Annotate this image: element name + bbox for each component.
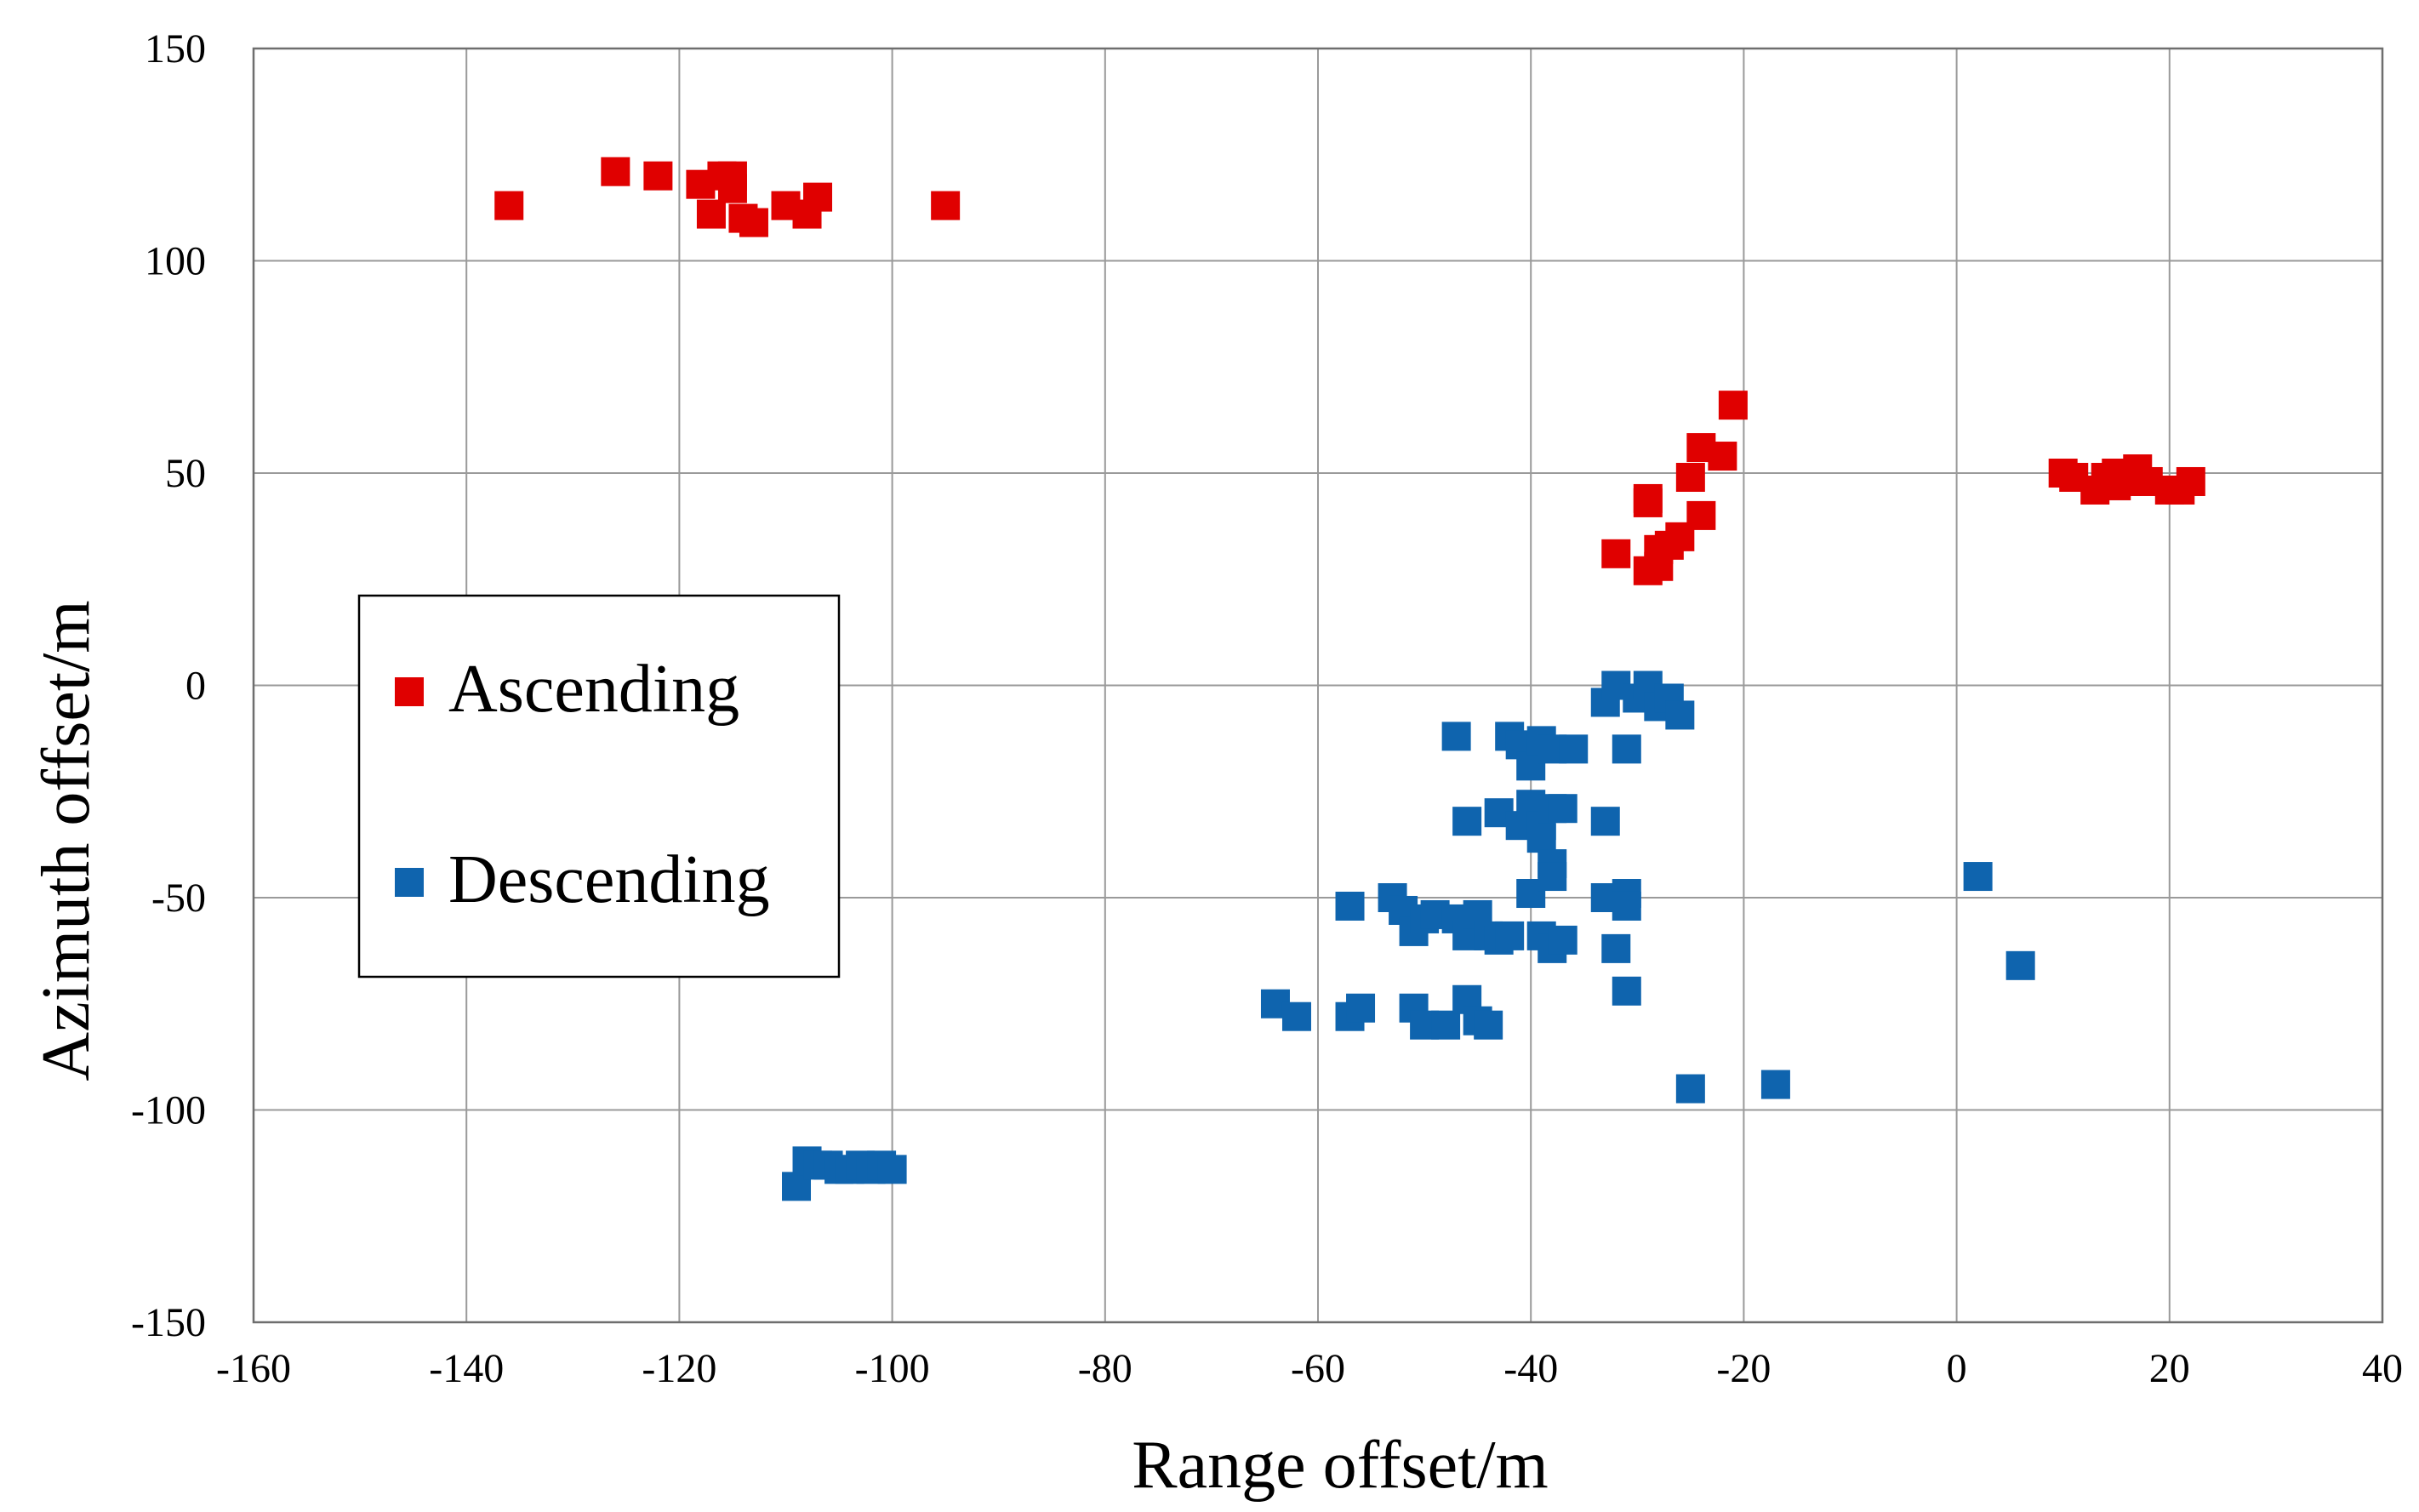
legend-marker-descending bbox=[395, 868, 424, 897]
data-point-descending bbox=[877, 1155, 907, 1184]
y-tick-label: 0 bbox=[185, 664, 206, 709]
x-tick-label: 0 bbox=[1947, 1346, 1967, 1391]
data-point-descending bbox=[1760, 1070, 1790, 1099]
data-point-ascending bbox=[803, 182, 833, 212]
x-tick-label: -80 bbox=[1078, 1346, 1132, 1391]
x-tick-label: 20 bbox=[2149, 1346, 2190, 1391]
data-points bbox=[494, 157, 2205, 1201]
data-point-ascending bbox=[739, 208, 768, 237]
data-point-descending bbox=[1526, 824, 1556, 853]
data-point-ascending bbox=[1601, 539, 1631, 568]
x-tick-label: 40 bbox=[2362, 1346, 2403, 1391]
data-point-descending bbox=[1548, 794, 1577, 824]
x-tick-label: -140 bbox=[429, 1346, 504, 1391]
data-point-descending bbox=[1612, 891, 1641, 921]
data-point-descending bbox=[1612, 734, 1641, 764]
y-tick-labels: -150 -100 -50 0 50 100 150 bbox=[131, 26, 206, 1345]
x-tick-label: -60 bbox=[1291, 1346, 1345, 1391]
data-point-descending bbox=[2005, 950, 2035, 980]
data-point-ascending bbox=[1718, 391, 1748, 420]
data-point-descending bbox=[1601, 933, 1631, 963]
y-tick-label: -50 bbox=[151, 876, 206, 921]
data-point-descending bbox=[1441, 722, 1471, 751]
legend-box bbox=[357, 594, 841, 979]
x-tick-label: -20 bbox=[1716, 1346, 1771, 1391]
x-tick-labels: -160 -140 -120 -100 -80 -60 -40 -20 0 20 40 bbox=[216, 1346, 2403, 1391]
legend-label-descending: Descending bbox=[448, 842, 770, 917]
data-point-descending bbox=[1495, 921, 1525, 950]
data-point-descending bbox=[1335, 891, 1365, 921]
series-ascending bbox=[494, 157, 2205, 585]
data-point-descending bbox=[1548, 925, 1577, 955]
data-point-ascending bbox=[2176, 466, 2205, 496]
data-point-ascending bbox=[1633, 488, 1663, 517]
plot-area-frame bbox=[252, 47, 2384, 1324]
data-point-descending bbox=[1559, 734, 1589, 764]
y-tick-label: -100 bbox=[131, 1088, 206, 1133]
data-point-descending bbox=[1963, 862, 1993, 892]
y-tick-label: 150 bbox=[145, 26, 206, 71]
x-axis-title: Range offset/m bbox=[1132, 1428, 1549, 1503]
x-tick-label: -120 bbox=[642, 1346, 716, 1391]
data-point-descending bbox=[1452, 807, 1482, 836]
data-point-descending bbox=[1675, 1074, 1705, 1104]
legend-marker-ascending bbox=[395, 677, 424, 706]
data-point-ascending bbox=[696, 199, 726, 229]
legend: Ascending Descending bbox=[357, 594, 841, 979]
data-point-descending bbox=[1590, 807, 1620, 836]
data-point-ascending bbox=[601, 157, 630, 186]
y-tick-label: -150 bbox=[131, 1300, 206, 1345]
data-point-ascending bbox=[1675, 462, 1705, 492]
data-point-ascending bbox=[494, 191, 524, 220]
x-tick-label: -40 bbox=[1503, 1346, 1558, 1391]
data-point-descending bbox=[1612, 976, 1641, 1006]
data-point-ascending bbox=[1708, 442, 1737, 471]
data-point-ascending bbox=[717, 174, 747, 203]
data-point-ascending bbox=[1686, 500, 1716, 530]
data-point-ascending bbox=[643, 161, 673, 191]
data-point-descending bbox=[1474, 1010, 1503, 1040]
series-descending bbox=[782, 670, 2035, 1201]
data-point-descending bbox=[1538, 862, 1567, 892]
y-axis-title: Azimuth offset/m bbox=[29, 600, 104, 1081]
y-tick-label: 50 bbox=[165, 451, 206, 496]
x-tick-label: -100 bbox=[855, 1346, 930, 1391]
x-tick-label: -160 bbox=[216, 1346, 291, 1391]
data-point-descending bbox=[1346, 993, 1376, 1023]
data-point-descending bbox=[1665, 700, 1695, 730]
data-point-descending bbox=[1281, 1001, 1311, 1031]
data-point-ascending bbox=[931, 191, 961, 220]
legend-label-ascending: Ascending bbox=[448, 652, 739, 727]
y-tick-label: 100 bbox=[145, 239, 206, 284]
data-point-descending bbox=[1431, 1010, 1461, 1040]
